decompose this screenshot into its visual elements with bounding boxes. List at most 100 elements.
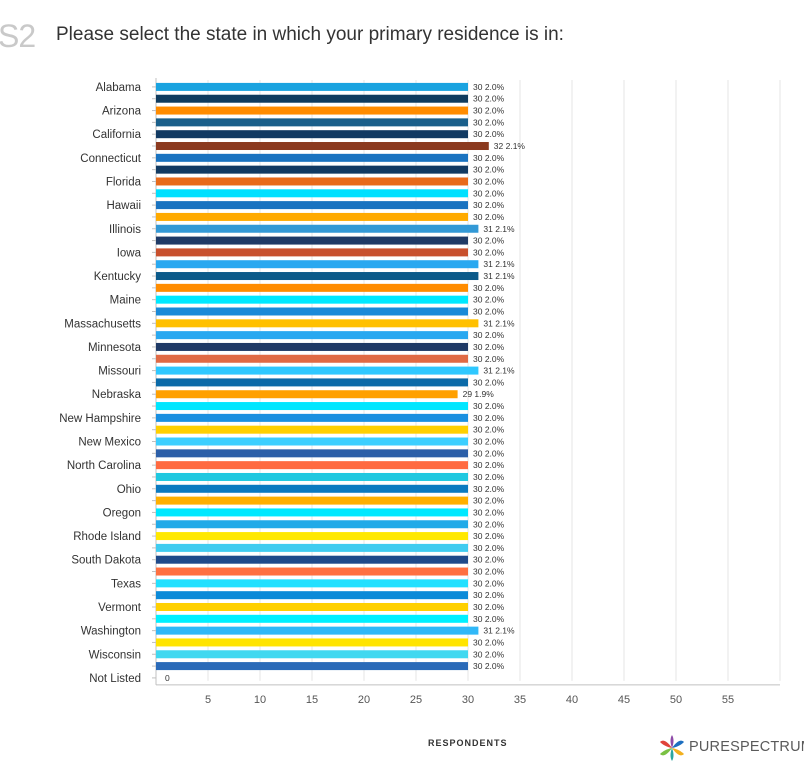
data-label: 30 2.0% — [473, 649, 505, 659]
bar-oregon — [156, 508, 468, 517]
y-tick-label: Kentucky — [94, 271, 142, 283]
data-label: 30 2.0% — [473, 484, 505, 494]
bar-hawaii — [156, 201, 468, 210]
bar-florida — [156, 177, 468, 186]
x-tick-label: 55 — [722, 694, 734, 706]
bar-maryland — [156, 307, 468, 316]
bar-oklahoma — [156, 496, 468, 505]
bar-ohio — [156, 484, 468, 493]
data-label: 30 2.0% — [473, 567, 505, 577]
data-label: 31 2.1% — [483, 259, 515, 269]
y-tick-label: Texas — [111, 578, 141, 590]
bar-kansas — [156, 260, 479, 269]
bar-massachusetts — [156, 319, 479, 328]
y-tick-label: Wisconsin — [89, 649, 141, 661]
bar-arkansas — [156, 118, 468, 127]
bar-colorado — [156, 142, 489, 151]
y-tick-label: Ohio — [117, 484, 141, 496]
data-label: 30 2.0% — [473, 283, 505, 293]
bar-illinois — [156, 224, 479, 233]
bar-iowa — [156, 248, 468, 257]
data-label: 30 2.0% — [473, 472, 505, 482]
bar-wisconsin — [156, 650, 468, 659]
y-tick-label: Illinois — [109, 224, 141, 236]
x-tick-label: 5 — [205, 694, 211, 706]
question-id: S2 — [0, 18, 36, 54]
data-label: 30 2.0% — [473, 188, 505, 198]
bar-pennsylvania — [156, 520, 468, 529]
data-label: 30 2.0% — [473, 212, 505, 222]
x-tick-label: 35 — [514, 694, 526, 706]
bar-new-hampshire — [156, 413, 468, 422]
x-axis-label: RESPONDENTS — [428, 738, 508, 748]
y-tick-label: Iowa — [117, 247, 142, 259]
data-label: 30 2.0% — [473, 555, 505, 565]
brand-name: PURESPECTRUM — [689, 739, 804, 755]
data-label: 30 2.0% — [473, 401, 505, 411]
data-label: 30 2.0% — [473, 295, 505, 305]
y-tick-label: Maine — [110, 295, 141, 307]
bar-idaho — [156, 212, 468, 221]
bar-washington — [156, 626, 479, 635]
bar-new-york — [156, 449, 468, 458]
bar-mississippi — [156, 354, 468, 363]
data-label: 30 2.0% — [473, 602, 505, 612]
bar-utah — [156, 591, 468, 600]
bar-alaska — [156, 94, 468, 103]
data-label: 30 2.0% — [473, 437, 505, 447]
data-label: 30 2.0% — [473, 165, 505, 175]
x-tick-label: 25 — [410, 694, 422, 706]
x-tick-label: 15 — [306, 694, 318, 706]
data-label: 30 2.0% — [473, 247, 505, 257]
data-label: 30 2.0% — [473, 413, 505, 423]
x-tick-label: 45 — [618, 694, 630, 706]
data-label: 30 2.0% — [473, 94, 505, 104]
y-tick-label: Minnesota — [88, 342, 142, 354]
bar-virginia — [156, 614, 468, 623]
data-label: 30 2.0% — [473, 614, 505, 624]
bar-connecticut — [156, 153, 468, 162]
data-label: 29 1.9% — [463, 389, 495, 399]
purespectrum-logo-icon — [660, 735, 684, 761]
y-tick-label: Massachusetts — [64, 318, 141, 330]
bar-arizona — [156, 106, 468, 115]
data-label: 30 2.0% — [473, 507, 505, 517]
bar-vermont — [156, 602, 468, 611]
data-label: 30 2.0% — [473, 578, 505, 588]
y-tick-label: Nebraska — [92, 389, 142, 401]
x-tick-label: 20 — [358, 694, 370, 706]
data-label: 30 2.0% — [473, 496, 505, 506]
bar-nebraska — [156, 390, 458, 399]
data-label: 30 2.0% — [473, 82, 505, 92]
data-label: 30 2.0% — [473, 236, 505, 246]
data-label: 30 2.0% — [473, 661, 505, 671]
y-tick-label: Rhode Island — [73, 531, 141, 543]
question-title: Please select the state in which your pr… — [56, 24, 564, 45]
bar-wyoming — [156, 662, 468, 671]
bar-north-dakota — [156, 472, 468, 481]
y-tick-label: Arizona — [102, 106, 142, 118]
bar-rhode-island — [156, 532, 468, 541]
y-tick-label: Missouri — [98, 366, 141, 378]
data-label: 30 2.0% — [473, 330, 505, 340]
data-label: 30 2.0% — [473, 531, 505, 541]
y-tick-label: North Carolina — [67, 460, 142, 472]
data-label: 31 2.1% — [483, 318, 515, 328]
question-header: S2 Please select the state in which your… — [0, 12, 804, 56]
data-label: 30 2.0% — [473, 117, 505, 127]
bar-texas — [156, 579, 468, 588]
bar-minnesota — [156, 342, 468, 351]
data-label: 30 2.0% — [473, 543, 505, 553]
bar-montana — [156, 378, 468, 387]
data-label: 32 2.1% — [494, 141, 526, 151]
y-tick-label: California — [92, 129, 141, 141]
brand: PURESPECTRUM — [657, 733, 804, 763]
bar-michigan — [156, 331, 468, 340]
data-label: 30 2.0% — [473, 176, 505, 186]
data-label: 30 2.0% — [473, 306, 505, 316]
data-label: 30 2.0% — [473, 637, 505, 647]
x-tick-label: 10 — [254, 694, 266, 706]
bar-california — [156, 130, 468, 139]
data-label: 31 2.1% — [483, 224, 515, 234]
